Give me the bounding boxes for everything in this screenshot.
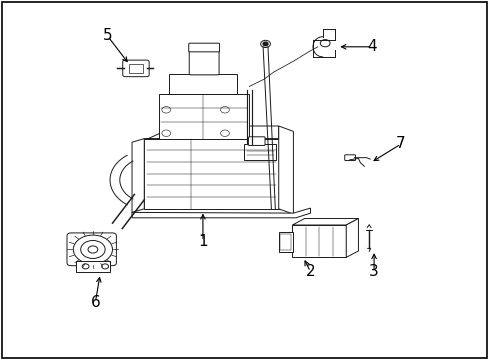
Circle shape	[263, 42, 267, 46]
FancyBboxPatch shape	[248, 137, 264, 145]
Polygon shape	[292, 219, 358, 225]
FancyBboxPatch shape	[344, 155, 355, 161]
Text: 1: 1	[198, 234, 207, 249]
Text: 7: 7	[395, 136, 405, 152]
FancyBboxPatch shape	[159, 94, 249, 139]
Polygon shape	[278, 126, 293, 214]
Polygon shape	[346, 219, 358, 257]
FancyBboxPatch shape	[76, 261, 110, 272]
FancyBboxPatch shape	[67, 233, 116, 266]
FancyBboxPatch shape	[244, 144, 276, 160]
Polygon shape	[144, 126, 278, 140]
FancyBboxPatch shape	[188, 43, 219, 52]
Text: 2: 2	[305, 264, 315, 279]
Text: 6: 6	[90, 295, 100, 310]
Text: 5: 5	[102, 28, 112, 44]
FancyBboxPatch shape	[122, 60, 149, 77]
Polygon shape	[132, 139, 144, 212]
Polygon shape	[132, 208, 310, 218]
Text: 4: 4	[366, 39, 376, 54]
FancyBboxPatch shape	[168, 74, 237, 94]
FancyBboxPatch shape	[278, 232, 293, 252]
FancyBboxPatch shape	[189, 49, 219, 75]
FancyBboxPatch shape	[280, 234, 290, 250]
Text: 3: 3	[368, 264, 378, 279]
FancyBboxPatch shape	[292, 225, 346, 257]
FancyBboxPatch shape	[144, 139, 278, 209]
FancyBboxPatch shape	[128, 64, 143, 73]
